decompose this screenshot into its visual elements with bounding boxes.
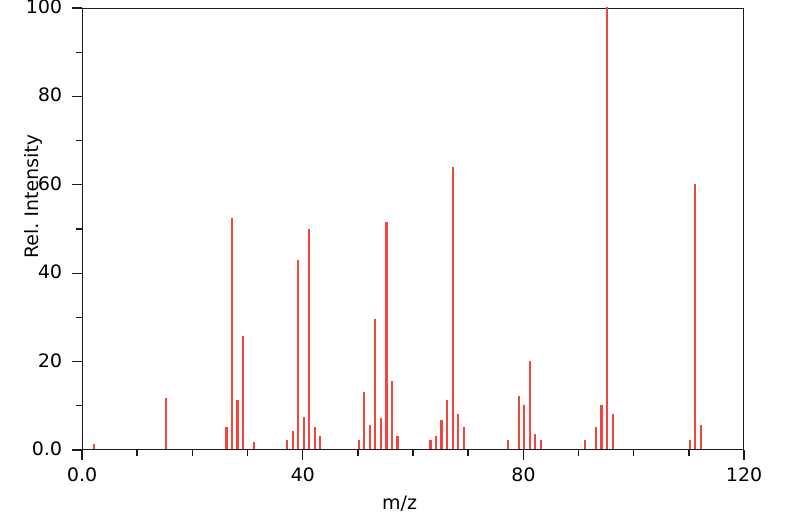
peak-bar (379, 418, 382, 449)
peak-bar (523, 404, 526, 449)
y-axis-minor-tick (76, 405, 82, 407)
peak-bar (688, 440, 691, 449)
peak-bar (236, 400, 239, 449)
x-axis-tick (522, 450, 525, 460)
x-axis-tick (743, 450, 745, 460)
peak-bar (583, 440, 587, 449)
x-axis-label: m/z (382, 492, 417, 514)
y-axis-label: Rel. Intensity (21, 133, 43, 259)
peak-bar (429, 440, 432, 449)
peak-bar (699, 424, 702, 449)
peak-bar (462, 426, 465, 449)
y-axis-minor-tick (76, 139, 82, 142)
peak-bar (600, 404, 603, 449)
peak-bar (396, 435, 399, 449)
peak-bar (374, 319, 377, 449)
peak-bar (308, 228, 311, 449)
x-axis-tick-label: 40 (290, 464, 315, 486)
x-axis-minor-tick (246, 450, 249, 456)
x-axis-minor-tick (191, 450, 194, 456)
y-axis-tick-label: 20 (37, 349, 62, 372)
y-axis-tick-label: 80 (37, 84, 62, 107)
peak-bar (241, 336, 245, 449)
x-axis-tick-label: 0.0 (66, 464, 98, 486)
x-axis-minor-tick (467, 450, 469, 456)
peak-bar (357, 440, 360, 449)
peak-bar (291, 431, 294, 449)
x-axis-minor-tick (412, 450, 414, 456)
x-axis-tick (301, 450, 304, 460)
y-axis-tick (72, 184, 82, 186)
y-axis-tick-label: 60 (37, 172, 62, 195)
peak-bar (368, 424, 371, 449)
y-axis-tick (72, 449, 82, 451)
peak-bar (297, 259, 300, 449)
peak-bar (446, 400, 449, 449)
x-axis-minor-tick (357, 450, 359, 456)
peak-bar (451, 167, 454, 449)
peak-bar (390, 381, 394, 449)
y-axis-minor-tick (76, 228, 82, 230)
y-axis-tick-label: 0.0 (31, 438, 62, 460)
peak-bar (319, 435, 322, 449)
x-axis-tick (81, 450, 83, 460)
y-axis-tick-label: 40 (37, 261, 62, 284)
y-axis-tick (72, 360, 82, 363)
peak-bar (225, 426, 228, 449)
peak-bar (534, 433, 537, 449)
y-axis-tick-label: 100 (25, 0, 62, 18)
peak-bar (440, 420, 443, 449)
peak-bar (302, 417, 305, 449)
peak-bar (457, 413, 460, 449)
y-axis-tick (72, 272, 82, 274)
y-axis-tick (72, 7, 82, 9)
peak-bar (694, 183, 697, 449)
plot-area (82, 7, 744, 450)
peak-bar (517, 395, 520, 449)
peak-bar (605, 7, 609, 449)
peak-bar (434, 435, 438, 449)
peak-bar (594, 426, 598, 449)
y-axis-minor-tick (76, 316, 82, 319)
peak-bar (385, 222, 388, 449)
peak-bar (528, 360, 531, 449)
y-axis-tick (72, 95, 82, 98)
peak-bar (363, 392, 366, 449)
peak-bar (92, 443, 96, 449)
x-axis-minor-tick (577, 450, 580, 456)
peak-bar (230, 217, 234, 449)
x-axis-minor-tick (688, 450, 690, 456)
peak-bar (611, 413, 614, 449)
y-axis-minor-tick (76, 51, 82, 53)
peak-bar (164, 398, 167, 449)
peak-bar (539, 440, 542, 449)
peak-bar (506, 440, 509, 449)
x-axis-minor-tick (632, 450, 635, 456)
peak-bar (252, 442, 256, 449)
x-axis-minor-tick (136, 450, 138, 456)
peak-bars-layer (83, 7, 743, 449)
peak-bar (286, 440, 289, 449)
x-axis-tick-label: 120 (725, 464, 763, 486)
x-axis-tick-label: 80 (511, 464, 536, 486)
peak-bar (313, 426, 316, 449)
